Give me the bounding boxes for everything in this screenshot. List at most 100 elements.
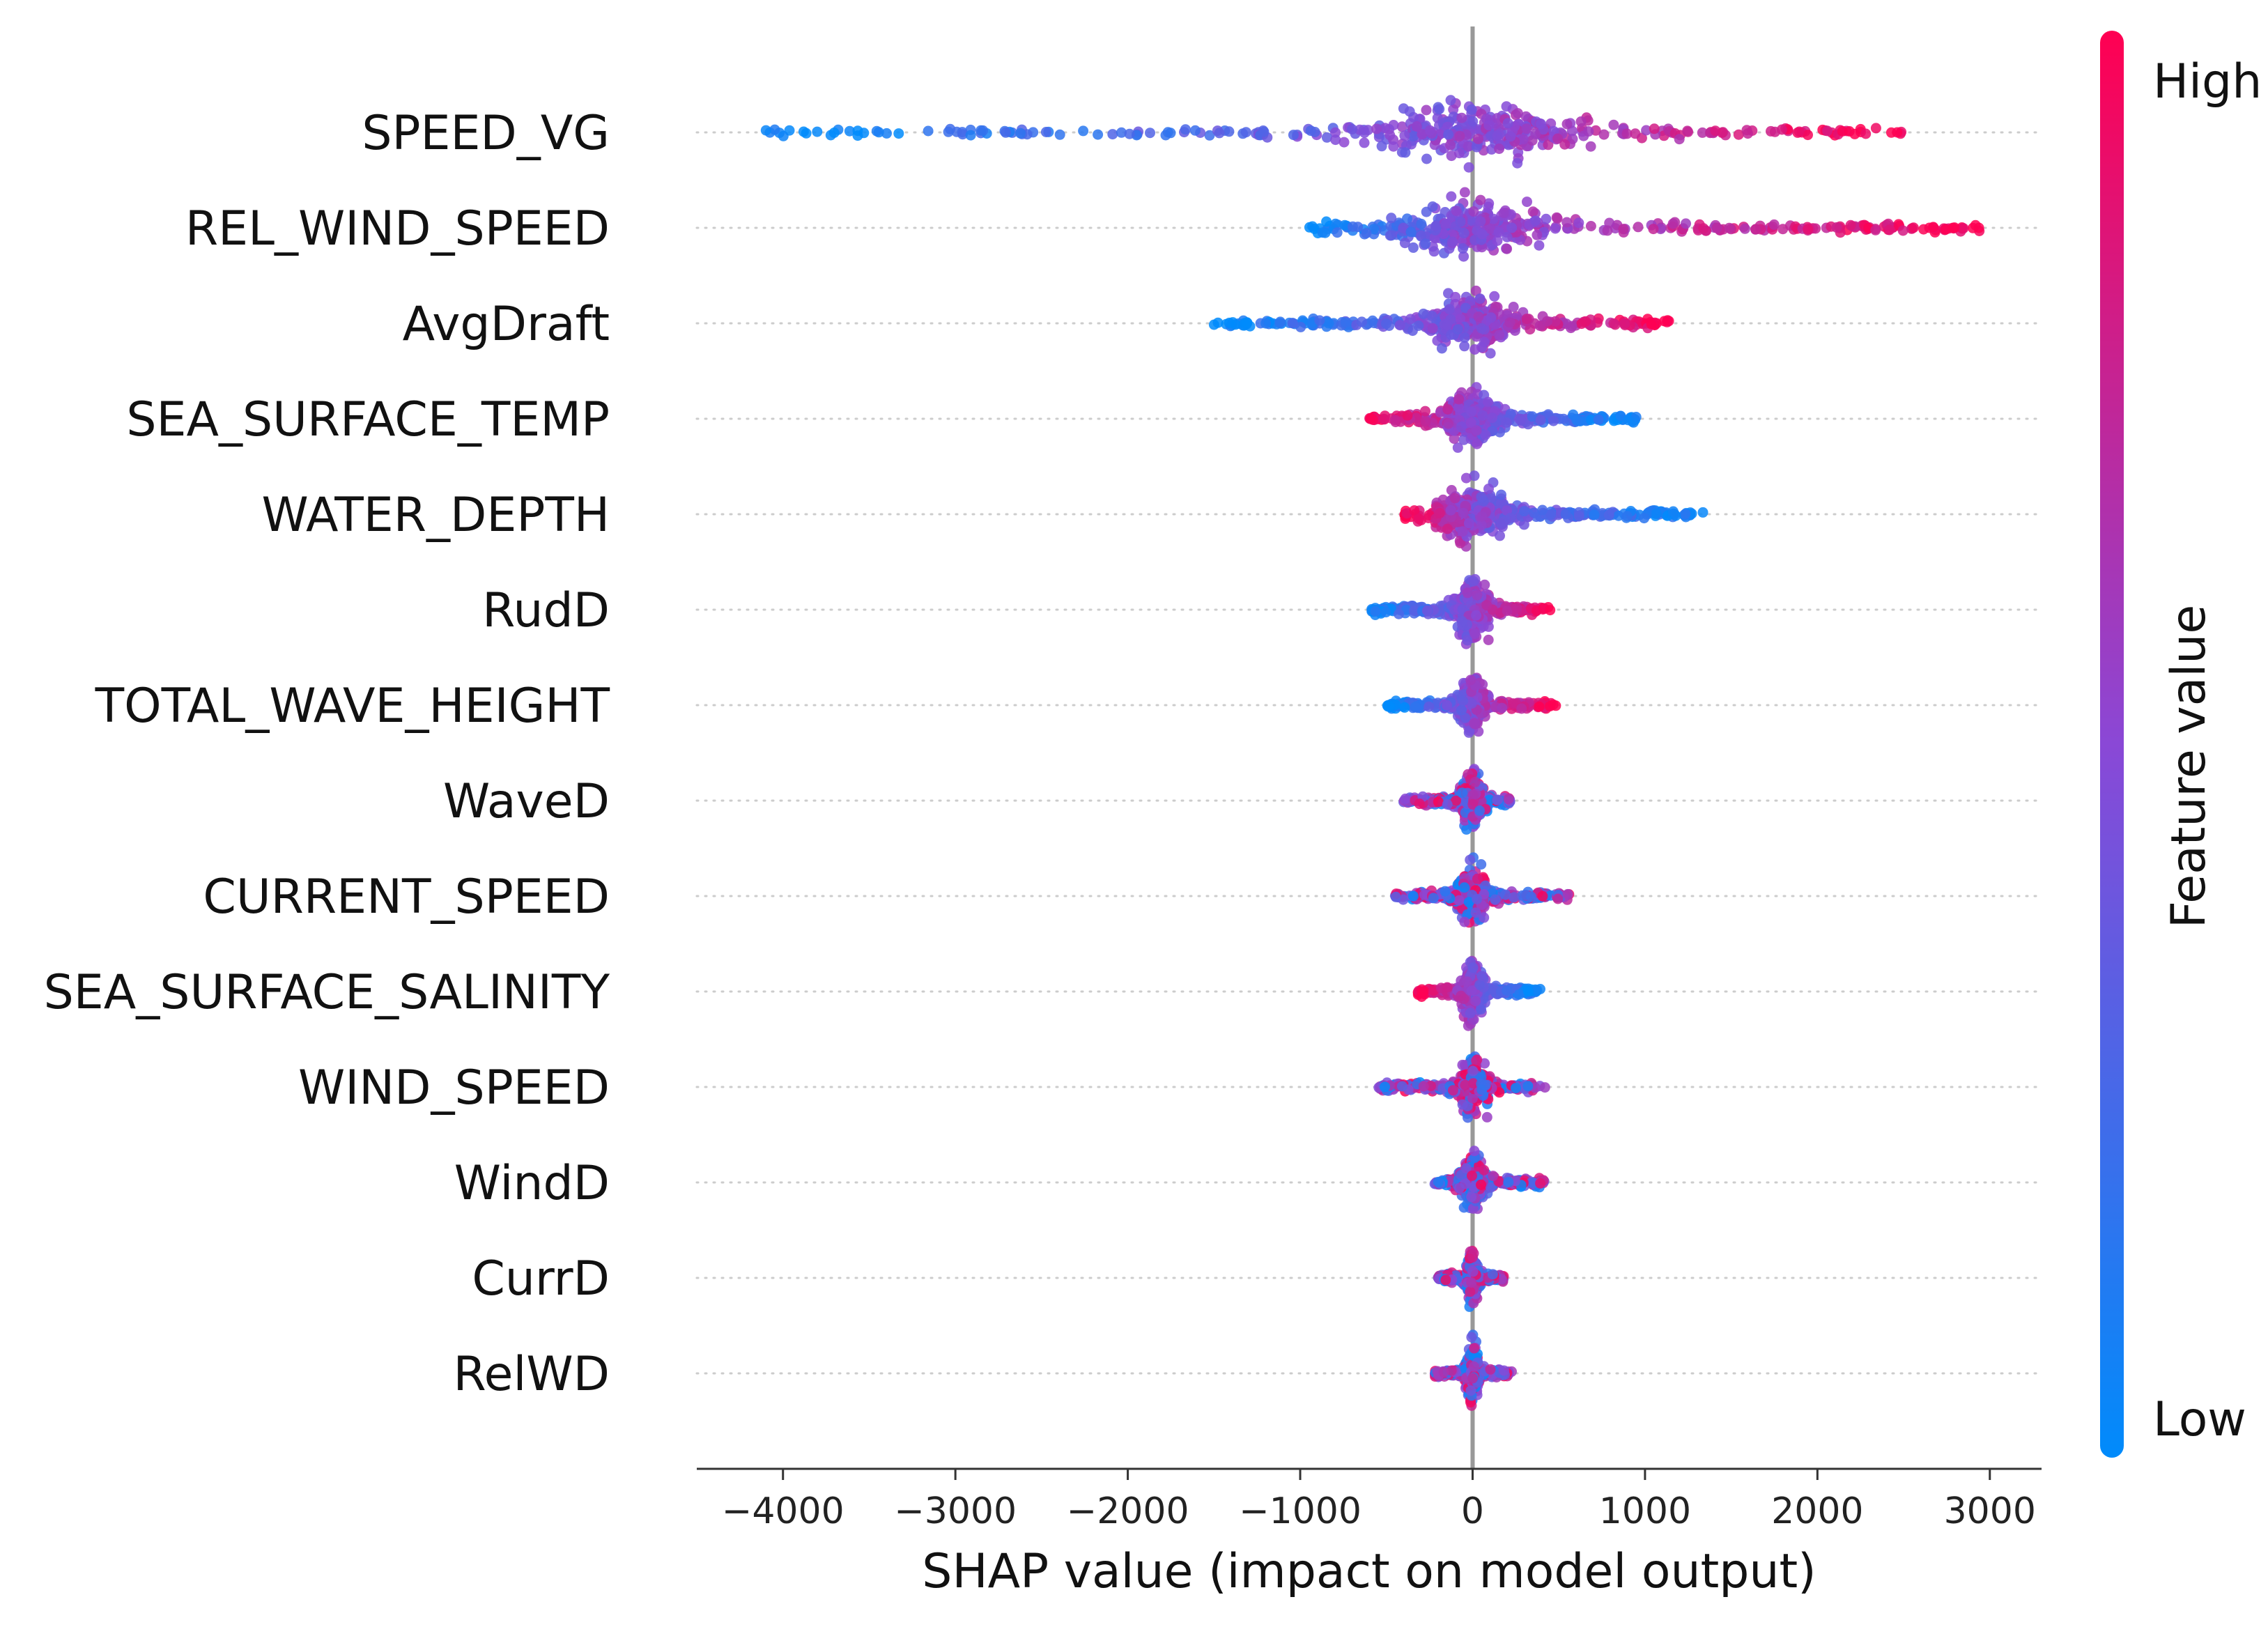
shap-point: [1541, 316, 1552, 327]
shap-point: [1598, 129, 1610, 140]
shap-point: [1416, 230, 1427, 241]
shap-point: [1532, 229, 1543, 240]
shap-point: [1458, 695, 1469, 707]
shap-point: [1394, 320, 1405, 331]
shap-point: [1399, 238, 1410, 249]
shap-point: [1481, 600, 1492, 610]
shap-point: [1116, 127, 1127, 138]
shap-point: [1639, 513, 1650, 524]
shap-point: [1483, 120, 1495, 131]
shap-point: [1603, 509, 1614, 521]
feature-gridlines: [695, 131, 2043, 1375]
shap-point: [1446, 485, 1457, 495]
shap-point: [1521, 314, 1532, 325]
shap-point: [1260, 318, 1272, 329]
shap-point: [1409, 606, 1420, 617]
shap-point: [1314, 315, 1325, 326]
shap-point: [1793, 126, 1805, 137]
shap-point: [1502, 606, 1513, 617]
shap-point: [1463, 162, 1474, 173]
shap-point: [1469, 344, 1481, 355]
shap-point: [1697, 127, 1708, 138]
shap-point: [1471, 141, 1482, 153]
shap-point: [1641, 125, 1652, 136]
shap-point: [1450, 291, 1461, 302]
shap-point: [1368, 414, 1378, 425]
shap-point: [1379, 1081, 1390, 1093]
feature-points: [760, 95, 1907, 173]
shap-point: [1572, 415, 1583, 426]
shap-point: [1476, 859, 1487, 870]
shap-point: [1506, 222, 1518, 233]
shap-point: [1473, 133, 1483, 144]
shap-point: [1307, 221, 1318, 232]
shap-point: [1409, 505, 1420, 516]
shap-point: [1404, 106, 1415, 117]
shap-point: [1844, 126, 1855, 137]
shap-point: [1535, 415, 1546, 426]
shap-point: [1419, 889, 1430, 900]
shap-point: [1421, 606, 1433, 616]
shap-point: [1471, 1055, 1482, 1066]
shap-point: [1458, 243, 1468, 254]
shap-point: [1371, 123, 1382, 134]
shap-point: [1483, 484, 1494, 494]
shap-point: [1370, 606, 1381, 617]
shap-point: [1434, 104, 1445, 115]
shap-point: [1495, 518, 1506, 529]
shap-point: [1502, 985, 1513, 996]
shap-point: [1501, 101, 1512, 112]
shap-point: [1777, 224, 1789, 235]
shap-point: [1585, 415, 1596, 426]
shap-point: [1467, 799, 1479, 810]
shap-point: [1566, 321, 1577, 332]
shap-point: [1455, 314, 1466, 325]
shap-point: [1473, 311, 1484, 322]
shap-point: [1417, 129, 1428, 139]
shap-point: [1530, 215, 1541, 226]
shap-point: [1958, 223, 1969, 234]
shap-point: [1386, 213, 1397, 224]
shap-point: [1457, 787, 1468, 799]
shap-point: [1831, 222, 1842, 233]
shap-point: [1242, 317, 1252, 328]
shap-point: [1490, 894, 1501, 905]
shap-point: [1892, 127, 1903, 138]
shap-point: [1480, 429, 1491, 440]
shap-point: [1453, 394, 1465, 405]
shap-point: [1376, 141, 1387, 152]
shap-point: [1479, 912, 1490, 923]
shap-point: [1621, 511, 1633, 522]
shap-point: [1445, 504, 1456, 516]
shap-point: [1461, 824, 1472, 835]
shap-point: [1440, 886, 1451, 897]
shap-point: [1552, 133, 1564, 144]
shap-point: [1442, 404, 1453, 415]
shap-point: [1476, 1084, 1488, 1095]
shap-point: [1274, 316, 1286, 327]
shap-point: [1498, 208, 1509, 219]
shap-point: [1240, 127, 1251, 138]
shap-point: [1560, 509, 1571, 520]
shap-point: [1458, 507, 1469, 518]
shap-point: [1465, 854, 1476, 865]
shap-point: [1483, 794, 1495, 805]
shap-point: [1476, 511, 1488, 522]
shap-point: [1585, 221, 1596, 231]
shap-point: [1455, 538, 1466, 548]
shap-point: [1347, 124, 1358, 134]
shap-point: [1420, 238, 1431, 249]
shap-point: [1427, 323, 1438, 334]
shap-point: [1381, 318, 1391, 330]
shap-point: [1483, 621, 1494, 632]
shap-point: [1466, 985, 1477, 996]
shap-point: [1317, 227, 1328, 238]
shap-point: [1532, 985, 1543, 996]
shap-point: [1541, 213, 1552, 224]
shap-point: [1474, 805, 1485, 816]
shap-point: [1682, 125, 1693, 137]
shap-point: [1918, 224, 1929, 235]
shap-point: [1483, 634, 1494, 645]
shap-point: [1538, 124, 1549, 135]
shap-point: [1474, 293, 1486, 304]
